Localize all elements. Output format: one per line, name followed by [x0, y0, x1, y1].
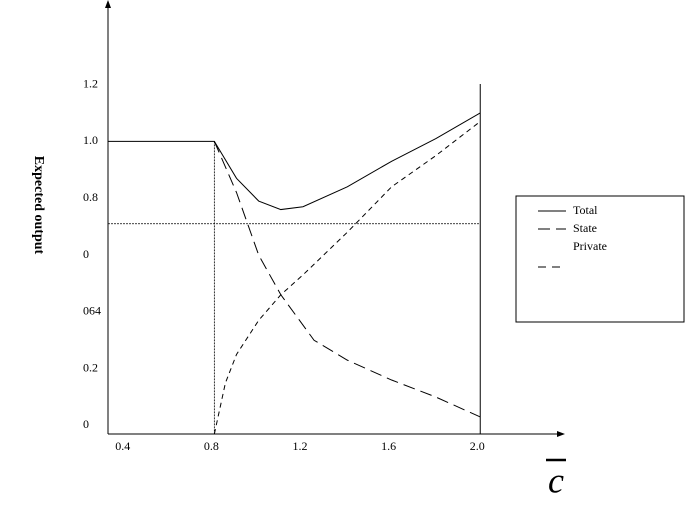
y-tick-label: 1.2	[83, 76, 98, 90]
legend-box	[515, 195, 685, 323]
y-tick-label: 0	[83, 247, 89, 261]
legend-label: State	[573, 221, 597, 235]
x-tick-label: 1.6	[381, 439, 396, 453]
legend-label: Total	[573, 203, 598, 217]
y-tick-label: 0.2	[83, 360, 98, 374]
legend-label: Private	[573, 239, 607, 253]
y-axis-label: Expected output	[31, 156, 46, 255]
series-line	[213, 121, 481, 435]
x-arrow	[557, 431, 565, 437]
y-tick-label: 1.0	[83, 133, 98, 147]
series-line	[108, 112, 481, 211]
y-tick-label: 064	[83, 304, 101, 318]
y-tick-label: 0	[83, 417, 89, 431]
x-tick-label: 0.4	[115, 439, 130, 453]
series-line	[213, 141, 481, 418]
x-tick-label: 2.0	[470, 439, 485, 453]
x-tick-label: 0.8	[204, 439, 219, 453]
x-axis-label: c	[548, 460, 564, 500]
x-tick-label: 1.2	[292, 439, 307, 453]
y-arrow	[105, 0, 111, 8]
y-tick-label: 0.8	[83, 190, 98, 204]
